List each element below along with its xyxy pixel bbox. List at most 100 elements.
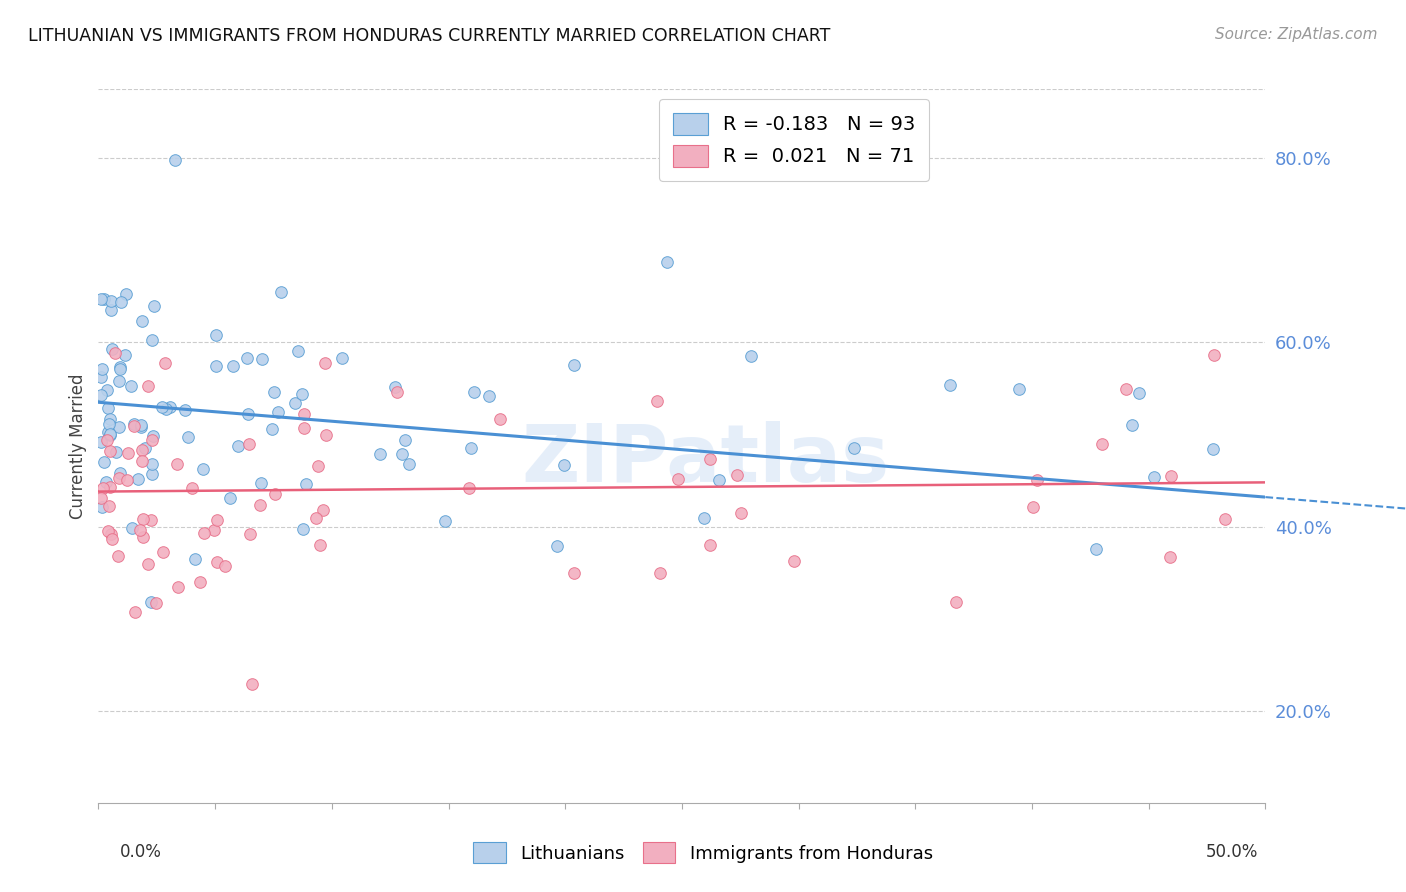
Point (141, 467, 163, 482)
Point (98, 412, 121, 426)
Point (1008, 382, 1031, 396)
Point (387, 384, 409, 399)
Point (142, 299, 165, 313)
Legend: R = -0.183   N = 93, R =  0.021   N = 71: R = -0.183 N = 93, R = 0.021 N = 71 (659, 99, 929, 181)
Point (166, 458, 188, 472)
Point (240, 677, 263, 691)
Point (307, 458, 329, 473)
Point (101, 532, 124, 546)
Point (460, 442, 482, 456)
Point (1091, 437, 1114, 451)
Point (312, 503, 335, 517)
Point (131, 443, 153, 458)
Point (90, 370, 112, 384)
Point (648, 566, 671, 580)
Point (107, 419, 129, 434)
Point (101, 342, 124, 356)
Point (97, 401, 120, 415)
Point (98, 480, 121, 494)
Point (1085, 541, 1108, 556)
Point (122, 419, 145, 434)
Point (94, 475, 117, 489)
Point (488, 412, 510, 426)
Point (546, 540, 568, 554)
Point (249, 499, 271, 513)
Point (1115, 382, 1137, 396)
Point (1159, 550, 1181, 565)
Point (174, 403, 197, 417)
Point (562, 566, 585, 581)
Point (90, 491, 112, 506)
Point (666, 472, 689, 486)
Point (150, 401, 173, 415)
Point (98, 427, 121, 442)
Point (91, 362, 114, 376)
Point (305, 511, 328, 525)
Point (202, 523, 225, 537)
Point (110, 362, 132, 376)
Point (114, 287, 136, 301)
Point (238, 437, 260, 451)
Point (391, 447, 413, 461)
Point (292, 407, 315, 421)
Point (295, 477, 318, 491)
Text: 0.0%: 0.0% (120, 843, 162, 861)
Point (1160, 469, 1182, 483)
Point (236, 407, 259, 421)
Point (478, 389, 501, 403)
Point (368, 447, 391, 461)
Point (221, 359, 243, 373)
Point (645, 393, 668, 408)
Point (844, 441, 866, 455)
Point (155, 402, 177, 417)
Point (939, 378, 962, 392)
Point (699, 452, 721, 467)
Point (93, 455, 115, 469)
Point (142, 429, 165, 443)
Point (260, 422, 283, 436)
Point (139, 513, 162, 527)
Point (284, 395, 307, 409)
Text: 50.0%: 50.0% (1206, 843, 1258, 861)
Point (218, 491, 240, 505)
Point (1022, 500, 1045, 515)
Point (159, 400, 181, 414)
Point (177, 430, 200, 444)
Point (457, 481, 479, 495)
Point (107, 374, 129, 388)
Point (783, 554, 806, 568)
Point (90, 500, 112, 514)
Point (707, 473, 730, 487)
Point (127, 472, 149, 486)
Point (124, 606, 146, 620)
Point (108, 471, 131, 485)
Point (141, 457, 163, 471)
Point (740, 349, 762, 363)
Point (96, 383, 118, 397)
Point (139, 595, 162, 609)
Point (100, 294, 122, 309)
Point (384, 380, 406, 394)
Point (228, 439, 250, 453)
Point (98, 443, 121, 458)
Point (153, 356, 176, 370)
Point (100, 527, 122, 541)
Point (115, 473, 138, 487)
Point (104, 445, 127, 459)
Point (263, 384, 285, 399)
Point (90, 388, 112, 402)
Point (132, 531, 155, 545)
Point (131, 454, 153, 468)
Point (287, 343, 309, 358)
Point (90, 434, 112, 449)
Point (434, 514, 457, 528)
Point (110, 294, 132, 309)
Point (97, 425, 120, 440)
Point (167, 581, 190, 595)
Point (132, 512, 155, 526)
Point (108, 467, 131, 481)
Point (98, 417, 121, 432)
Point (141, 333, 163, 347)
Point (131, 313, 153, 327)
Point (93, 293, 115, 307)
